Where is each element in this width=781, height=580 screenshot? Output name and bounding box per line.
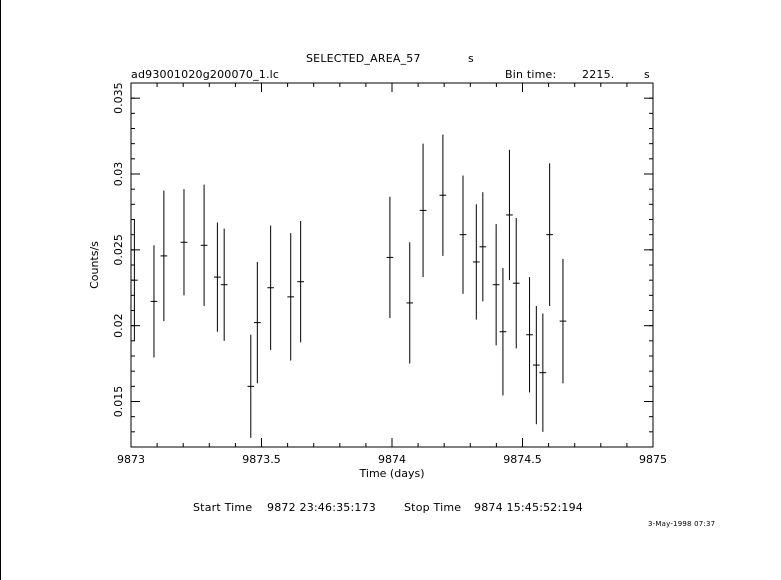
x-tick-label: 9875 [639, 453, 667, 466]
bin-time-unit: s [644, 68, 650, 81]
date-stamp: 3-May-1998 07:37 [648, 520, 716, 528]
data-point [439, 134, 447, 256]
data-point [386, 196, 394, 319]
x-tick-label: 9873 [117, 453, 145, 466]
data-point [526, 277, 533, 393]
x-tick-label: 9873.5 [242, 453, 281, 466]
data-point [150, 245, 158, 358]
data-point [253, 261, 261, 384]
data-point [546, 163, 553, 306]
data-point [297, 221, 304, 343]
data-point [539, 313, 547, 432]
data-point [200, 184, 208, 306]
title-unit: s [468, 52, 474, 65]
start-time-label: Start Time [193, 501, 253, 514]
data-point [492, 224, 500, 346]
data-point [532, 305, 540, 425]
data-point [267, 225, 274, 350]
data-point [459, 175, 467, 294]
stop-time-label: Stop Time [404, 501, 462, 514]
stop-time-value: 9874 15:45:52:194 [474, 501, 583, 514]
data-point [160, 190, 168, 322]
y-tick-label: 0.015 [112, 386, 125, 418]
data-point [472, 204, 480, 320]
data-point [247, 334, 255, 438]
data-point [499, 268, 507, 396]
y-tick-label: 0.035 [112, 82, 125, 114]
plot-title: SELECTED_AREA_57 [306, 52, 421, 65]
start-time-value: 9872 23:46:35:173 [267, 501, 376, 514]
filename-label: ad93001020g200070_1.lc [131, 68, 280, 81]
bin-time-label: Bin time: [505, 68, 557, 81]
data-point [131, 219, 138, 341]
data-point [287, 233, 295, 361]
data-point [506, 149, 513, 281]
plot-frame [130, 82, 654, 448]
data-point [559, 258, 567, 384]
y-tick-label: 0.025 [112, 234, 125, 265]
data-point [406, 242, 414, 364]
x-axis-label: Time (days) [359, 467, 425, 480]
data-point [512, 217, 520, 349]
data-point [180, 189, 188, 296]
bin-time-value: 2215. [582, 68, 615, 81]
y-tick-label: 0.02 [112, 313, 125, 338]
data-point [214, 222, 221, 332]
data-point [479, 192, 487, 302]
data-point [220, 228, 228, 341]
data-point [419, 143, 427, 278]
y-axis-label: Counts/s [88, 241, 101, 289]
x-tick-label: 9874 [378, 453, 406, 466]
y-tick-label: 0.03 [112, 162, 125, 187]
left-border [0, 0, 1, 580]
x-tick-label: 9874.5 [503, 453, 542, 466]
